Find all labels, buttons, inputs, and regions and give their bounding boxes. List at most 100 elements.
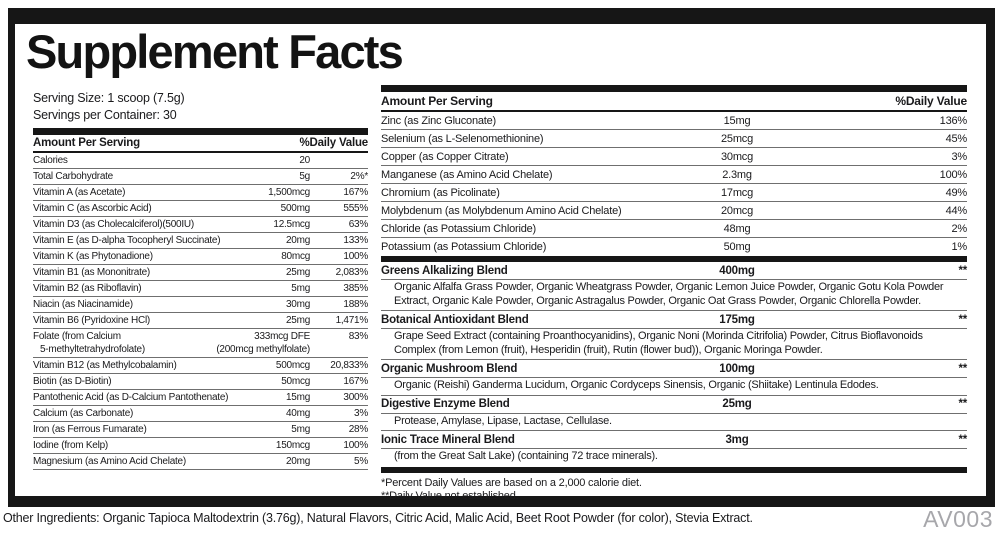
nutrient-amount: 80mcg (281, 251, 310, 262)
nutrient-daily-value: 2% (951, 222, 968, 235)
blend-sections: Greens Alkalizing Blend 400mg ** Organic Al… (381, 262, 967, 466)
table-row: Calcium (as Carbonate) 40mg 3% (33, 405, 368, 421)
nutrient-name: Vitamin E (as D-alpha Tocopheryl Succina… (33, 235, 221, 246)
table-row: Niacin (as Niacinamide) 30mg 188% (33, 296, 368, 312)
nutrient-daily-value: 167% (343, 187, 368, 198)
nutrient-daily-value: 44% (945, 204, 968, 217)
nutrient-amount: 40mg (285, 408, 310, 419)
blend-daily-value: ** (958, 264, 967, 277)
nutrient-amount: 25mg (285, 267, 310, 278)
nutrient-daily-value: 83% (348, 331, 369, 342)
table-row: Pantothenic Acid (as D-Calcium Pantothen… (33, 389, 368, 405)
table-row: Manganese (as Amino Acid Chelate) 2.3mg 10… (381, 165, 967, 183)
nutrient-amount: 15mg (723, 114, 751, 127)
nutrient-amount: 5mg (291, 283, 310, 294)
table-row: Magnesium (as Amino Acid Chelate) 20mg 5% (33, 453, 368, 469)
nutrient-amount: 20mg (285, 235, 310, 246)
nutrient-daily-value: 136% (939, 114, 968, 127)
blend-header-row: Digestive Enzyme Blend 25mg ** (381, 396, 967, 413)
table-row: Calories 20 (33, 153, 368, 168)
nutrient-name: Vitamin B6 (Pyridoxine HCl) (33, 315, 150, 326)
nutrient-amount: 20mcg (720, 204, 754, 217)
nutrient-name: Total Carbohydrate (33, 171, 113, 182)
nutrient-daily-value: 49% (945, 186, 968, 199)
thick-bar (33, 128, 368, 135)
nutrient-name: Vitamin D3 (as Cholecalciferol)(500IU) (33, 219, 194, 230)
nutrient-amount: 50mcg (281, 376, 310, 387)
nutrient-name: Copper (as Copper Citrate) (381, 150, 509, 163)
nutrient-daily-value: 300% (343, 392, 368, 403)
blend-header-row: Botanical Antioxidant Blend 175mg ** (381, 311, 967, 328)
nutrient-name: Biotin (as D-Biotin) (33, 376, 112, 387)
nutrient-name: Iodine (from Kelp) (33, 440, 108, 451)
nutrient-amount: 25mcg (720, 132, 754, 145)
blend-description: Organic Alfalfa Grass Powder, Organic Wh… (381, 279, 967, 310)
thick-bar (381, 466, 967, 473)
header-daily-value: %Daily Value (895, 94, 967, 108)
table-row: Chloride (as Potassium Chloride) 48mg 2% (381, 219, 967, 237)
blend-amount: 3mg (725, 433, 749, 446)
nutrient-amount: 17mcg (720, 186, 754, 199)
blend-description: (from the Great Salt Lake) (containing 7… (381, 448, 967, 466)
table-row: Iodine (from Kelp) 150mcg 100% (33, 437, 368, 453)
nutrients-table-left: Amount Per Serving %Daily Value Calories… (33, 128, 368, 470)
nutrients-table-right: Amount Per Serving %Daily Value Zinc (as… (381, 85, 967, 504)
nutrient-name: Chromium (as Picolinate) (381, 186, 500, 199)
blend-daily-value: ** (958, 313, 967, 326)
nutrient-daily-value: 2,083% (335, 267, 369, 278)
table-row: Copper (as Copper Citrate) 30mcg 3% (381, 147, 967, 165)
nutrient-name-line1: Folate (from Calcium (33, 331, 121, 342)
nutrient-name: Pantothenic Acid (as D-Calcium Pantothen… (33, 392, 229, 403)
blend-header-row: Ionic Trace Mineral Blend 3mg ** (381, 431, 967, 448)
page-title: Supplement Facts (26, 25, 404, 78)
nutrient-daily-value: 385% (343, 283, 368, 294)
table-row: Selenium (as L-Selenomethionine) 25mcg 45% (381, 129, 967, 147)
table-row: Vitamin K (as Phytonadione) 80mcg 100% (33, 248, 368, 264)
servings-per-container: Servings per Container: 30 (33, 108, 177, 122)
nutrient-name: Selenium (as L-Selenomethionine) (381, 132, 544, 145)
nutrient-name: Vitamin B2 (as Riboflavin) (33, 283, 142, 294)
nutrient-daily-value: 20,833% (330, 360, 368, 371)
nutrient-amount: 25mg (285, 315, 310, 326)
blend-daily-value: ** (958, 433, 967, 446)
blend-section: Botanical Antioxidant Blend 175mg ** Grape … (381, 310, 967, 359)
thick-bar (381, 85, 967, 92)
nutrient-daily-value: 28% (348, 424, 369, 435)
table-header: Amount Per Serving %Daily Value (33, 135, 368, 153)
nutrient-daily-value: 100% (343, 440, 368, 451)
nutrient-name: Potassium (as Potassium Chloride) (381, 240, 547, 253)
blend-name: Organic Mushroom Blend (381, 362, 518, 375)
nutrient-name: Calories (33, 155, 68, 166)
blend-section: Organic Mushroom Blend 100mg ** Organic (Re… (381, 359, 967, 395)
nutrient-daily-value: 1% (951, 240, 968, 253)
blend-description: Organic (Reishi) Ganderma Lucidum, Organ… (381, 377, 967, 395)
blend-name: Ionic Trace Mineral Blend (381, 433, 515, 446)
table-row: Vitamin B2 (as Riboflavin) 5mg 385% (33, 280, 368, 296)
serving-info: Serving Size: 1 scoop (7.5g) Servings pe… (33, 90, 185, 124)
table-row: Zinc (as Zinc Gluconate) 15mg 136% (381, 112, 967, 129)
table-row: Chromium (as Picolinate) 17mcg 49% (381, 183, 967, 201)
blend-name: Digestive Enzyme Blend (381, 398, 510, 410)
nutrient-amount: 30mg (285, 299, 310, 310)
nutrient-amount-line2: (200mcg methylfolate) (216, 344, 310, 355)
nutrient-amount: 48mg (723, 222, 751, 235)
nutrient-amount-line1: 333mcg DFE (254, 331, 310, 342)
nutrient-amount: 150mcg (275, 440, 310, 451)
nutrient-name: Molybdenum (as Molybdenum Amino Acid Che… (381, 204, 622, 217)
header-amount-per-serving: Amount Per Serving (381, 94, 493, 108)
serving-size: Serving Size: 1 scoop (7.5g) (33, 91, 185, 105)
nutrient-name: Chloride (as Potassium Chloride) (381, 222, 536, 235)
table-row: Vitamin A (as Acetate) 1,500mcg 167% (33, 184, 368, 200)
blend-amount: 400mg (719, 264, 755, 277)
table-rows: Zinc (as Zinc Gluconate) 15mg 136% Selenium… (381, 112, 967, 255)
table-row: Vitamin B1 (as Mononitrate) 25mg 2,083% (33, 264, 368, 280)
nutrient-daily-value: 3% (951, 150, 968, 163)
nutrient-amount: 20mg (285, 456, 310, 467)
nutrient-amount: 5mg (291, 424, 310, 435)
nutrient-daily-value: 100% (343, 251, 368, 262)
blend-amount: 25mg (722, 398, 752, 410)
label-inner: Supplement Facts Serving Size: 1 scoop (… (15, 24, 986, 502)
table-row: Vitamin D3 (as Cholecalciferol)(500IU) 12… (33, 216, 368, 232)
nutrient-amount: 15mg (285, 392, 310, 403)
blend-amount: 175mg (719, 313, 755, 326)
